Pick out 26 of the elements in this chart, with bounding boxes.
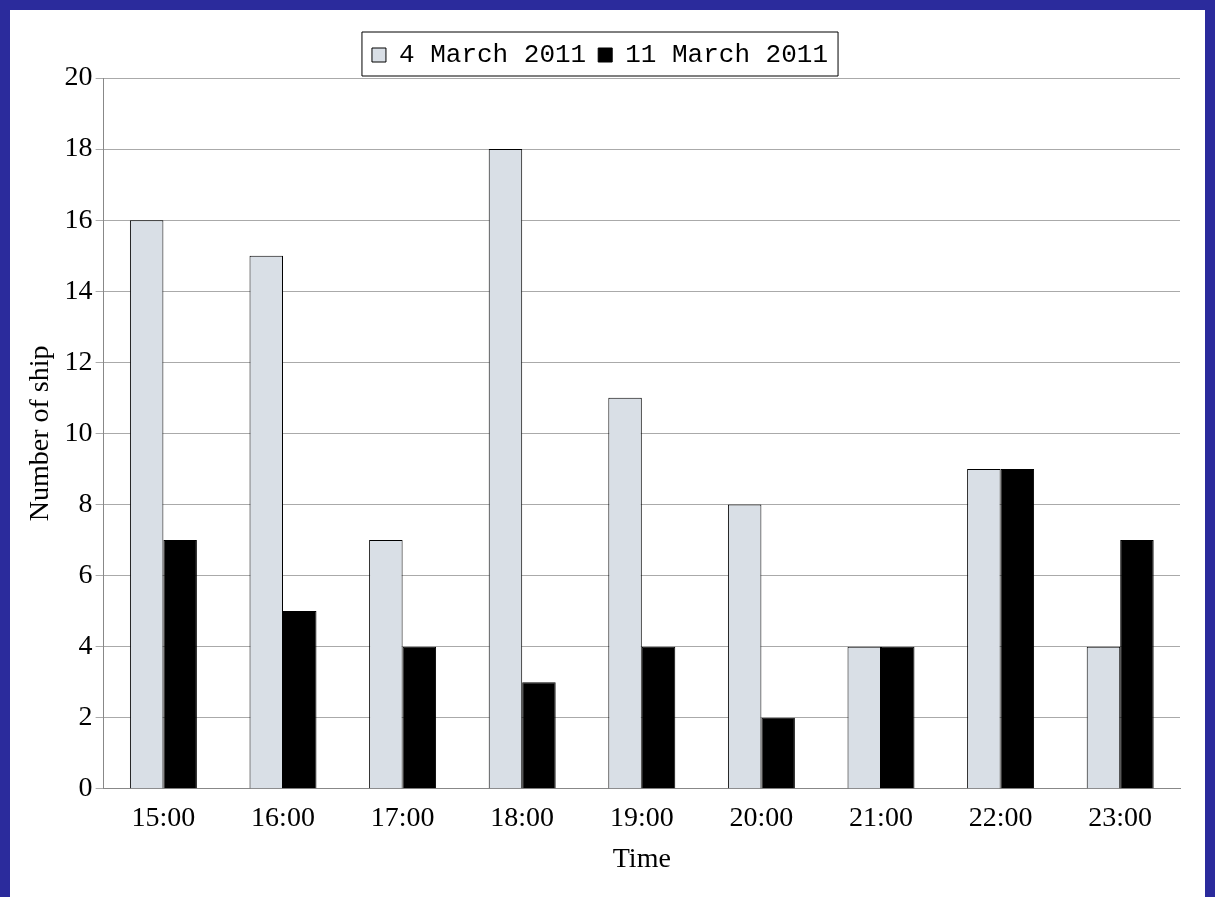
y-tick-label: 20 <box>64 60 93 92</box>
y-tick-label: 10 <box>64 415 93 447</box>
bar <box>402 646 437 789</box>
bar <box>641 646 676 789</box>
y-tick-label: 6 <box>78 557 93 589</box>
y-tick-label: 14 <box>64 273 93 305</box>
y-tick-label: 2 <box>78 700 93 732</box>
x-tick-label: 21:00 <box>849 800 913 832</box>
y-tick-label: 4 <box>78 629 93 660</box>
x-tick-label: 15:00 <box>131 800 196 832</box>
y-axis-title: Number of ship <box>23 345 55 522</box>
legend-label: 4 March 2011 <box>398 39 587 70</box>
y-tick-label: 0 <box>78 771 93 803</box>
y-tick-label: 8 <box>78 486 93 518</box>
y-tick-label: 12 <box>64 344 93 376</box>
x-tick-label: 16:00 <box>251 800 315 832</box>
x-tick-label: 17:00 <box>370 800 435 832</box>
legend-label: 11 March 2011 <box>625 39 829 70</box>
y-tick-label: 18 <box>64 131 93 163</box>
y-tick-label: 16 <box>64 202 93 234</box>
x-tick-label: 20:00 <box>729 800 794 832</box>
x-tick-label: 23:00 <box>1088 800 1153 832</box>
x-tick-label: 19:00 <box>609 800 674 832</box>
x-axis-title: Time <box>612 841 671 873</box>
x-tick-label: 22:00 <box>968 800 1033 832</box>
x-tick-label: 18:00 <box>490 800 555 832</box>
